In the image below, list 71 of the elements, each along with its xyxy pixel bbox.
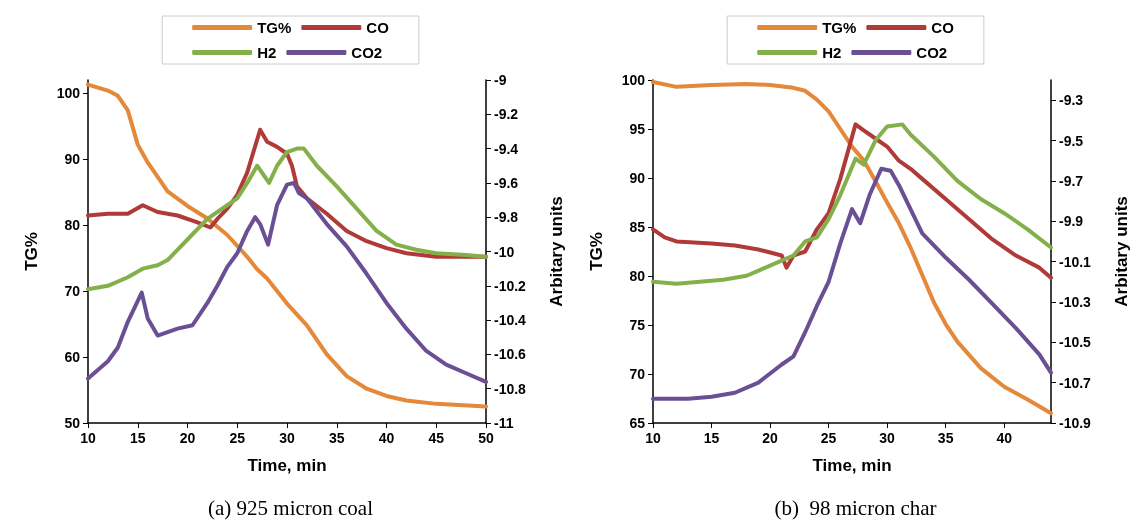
- y-tick-label: 50: [64, 415, 81, 431]
- x-tick-label: 20: [179, 430, 196, 446]
- y2-tick-label: -9.4: [494, 140, 519, 157]
- y2-tick-label: -10.8: [494, 380, 527, 397]
- y2-tick-label: -11: [494, 415, 514, 431]
- x-tick-label: 50: [478, 430, 494, 446]
- y-axis-title: TG%: [587, 232, 606, 271]
- y2-tick-label: -10.1: [1059, 253, 1092, 270]
- y2-axis-title: Arbitary units: [547, 196, 566, 307]
- y-tick-label: 90: [629, 170, 646, 186]
- legend-label: CO2: [916, 44, 948, 61]
- x-tick-label: 30: [879, 430, 896, 446]
- y2-axis-title: Arbitary units: [1112, 196, 1131, 307]
- line-series: [86, 82, 488, 409]
- y2-tick-label: -9.6: [494, 174, 519, 191]
- y-axis-title: TG%: [22, 232, 41, 271]
- y2-tick-label: -10.3: [1059, 293, 1092, 310]
- legend-label: TG%: [822, 19, 857, 36]
- y-tick-label: 90: [64, 151, 81, 168]
- line-series: [651, 166, 1053, 401]
- y2-tick-label: -10.7: [1059, 374, 1092, 391]
- y-tick-label: 80: [64, 217, 81, 234]
- legend-label: CO: [931, 19, 955, 36]
- x-tick-label: 40: [378, 430, 395, 446]
- x-tick-label: 10: [645, 430, 661, 446]
- y-tick-label: 85: [629, 219, 646, 235]
- y-tick-label: 80: [629, 268, 646, 284]
- y2-tick-label: -10.6: [494, 346, 527, 363]
- y-tick-label: 70: [629, 366, 646, 382]
- x-tick-label: 10: [80, 430, 96, 446]
- x-tick-label: 25: [229, 430, 246, 446]
- y2-tick-label: -10.4: [494, 312, 527, 329]
- x-tick-label: 40: [996, 430, 1013, 446]
- x-tick-label: 45: [428, 430, 445, 446]
- x-tick-label: 30: [279, 430, 295, 446]
- y2-tick-label: -9.8: [494, 209, 519, 226]
- y-tick-label: 100: [621, 72, 646, 88]
- line-series: [86, 180, 488, 384]
- text: (a) 925 micron coal: [207, 495, 374, 520]
- x-axis-title: Time, min: [247, 456, 327, 475]
- y-tick-label: 60: [64, 349, 81, 366]
- y2-tick-label: -9: [494, 72, 507, 88]
- y2-tick-label: -10.2: [494, 277, 527, 294]
- y-tick-label: 70: [64, 283, 81, 300]
- line-series: [86, 146, 488, 292]
- x-axis-title: Time, min: [812, 456, 892, 475]
- y2-tick-label: -10.9: [1059, 415, 1092, 431]
- x-tick-label: 35: [328, 430, 345, 446]
- y2-tick-label: -10.5: [1059, 334, 1092, 351]
- y2-tick-label: -9.7: [1059, 172, 1084, 189]
- y-tick-label: 65: [629, 415, 646, 431]
- y2-tick-label: -10: [494, 243, 515, 260]
- legend-label: TG%: [257, 19, 292, 36]
- x-tick-label: 25: [820, 430, 837, 446]
- y-tick-label: 100: [56, 85, 81, 102]
- legend-label: H2: [257, 44, 277, 61]
- legend-label: CO2: [351, 44, 383, 61]
- x-tick-label: 35: [937, 430, 954, 446]
- line-series: [651, 79, 1053, 416]
- x-tick-label: 15: [129, 430, 146, 446]
- y2-tick-label: -9.9: [1059, 213, 1084, 230]
- legend-label: H2: [822, 44, 842, 61]
- text: (b) 98 micron char: [774, 495, 937, 520]
- y2-tick-label: -9.5: [1059, 132, 1084, 149]
- legend-label: CO: [366, 19, 390, 36]
- y2-tick-label: -9.3: [1059, 92, 1084, 109]
- y-tick-label: 75: [629, 317, 646, 333]
- x-tick-label: 20: [762, 430, 779, 446]
- x-tick-label: 15: [703, 430, 720, 446]
- y2-tick-label: -9.2: [494, 106, 519, 123]
- y-tick-label: 95: [629, 121, 646, 137]
